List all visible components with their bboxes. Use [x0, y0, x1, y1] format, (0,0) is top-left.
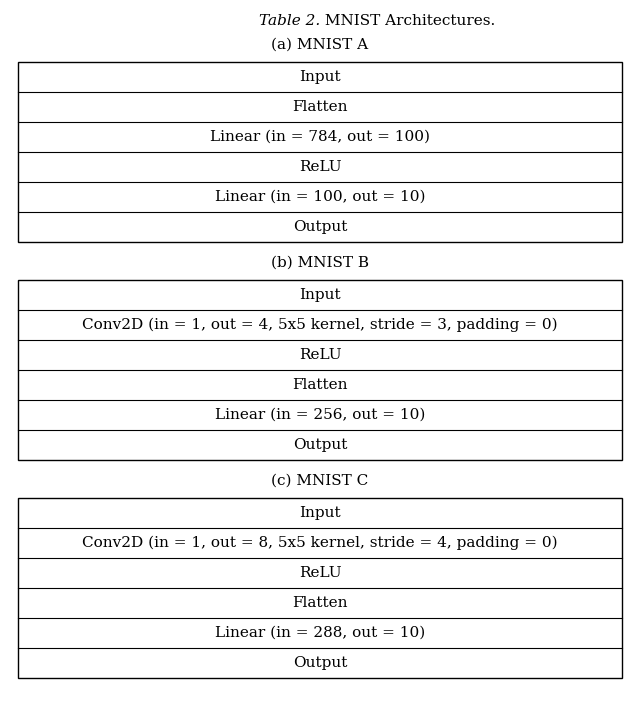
Text: ReLU: ReLU — [299, 348, 341, 362]
Text: Flatten: Flatten — [292, 378, 348, 392]
Text: Conv2D (in = 1, out = 4, 5x5 kernel, stride = 3, padding = 0): Conv2D (in = 1, out = 4, 5x5 kernel, str… — [82, 318, 558, 332]
Text: MNIST Architectures.: MNIST Architectures. — [320, 14, 495, 28]
Text: Linear (in = 288, out = 10): Linear (in = 288, out = 10) — [215, 626, 425, 640]
Text: Conv2D (in = 1, out = 8, 5x5 kernel, stride = 4, padding = 0): Conv2D (in = 1, out = 8, 5x5 kernel, str… — [82, 536, 558, 550]
Text: Linear (in = 784, out = 100): Linear (in = 784, out = 100) — [210, 130, 430, 144]
Text: Input: Input — [299, 70, 341, 84]
Bar — [18, 498, 622, 678]
Text: Linear (in = 256, out = 10): Linear (in = 256, out = 10) — [215, 408, 425, 422]
Bar — [18, 62, 622, 242]
Bar — [18, 280, 622, 460]
Text: Table 2.: Table 2. — [259, 14, 320, 28]
Text: Input: Input — [299, 288, 341, 302]
Text: Output: Output — [293, 656, 347, 670]
Text: Flatten: Flatten — [292, 100, 348, 114]
Text: Flatten: Flatten — [292, 596, 348, 610]
Text: Linear (in = 100, out = 10): Linear (in = 100, out = 10) — [215, 190, 425, 204]
Text: Output: Output — [293, 438, 347, 452]
Text: (c) MNIST C: (c) MNIST C — [271, 474, 369, 488]
Text: ReLU: ReLU — [299, 566, 341, 580]
Text: (a) MNIST A: (a) MNIST A — [271, 38, 369, 52]
Text: Output: Output — [293, 220, 347, 234]
Text: Input: Input — [299, 506, 341, 520]
Text: ReLU: ReLU — [299, 160, 341, 174]
Text: (b) MNIST B: (b) MNIST B — [271, 256, 369, 270]
